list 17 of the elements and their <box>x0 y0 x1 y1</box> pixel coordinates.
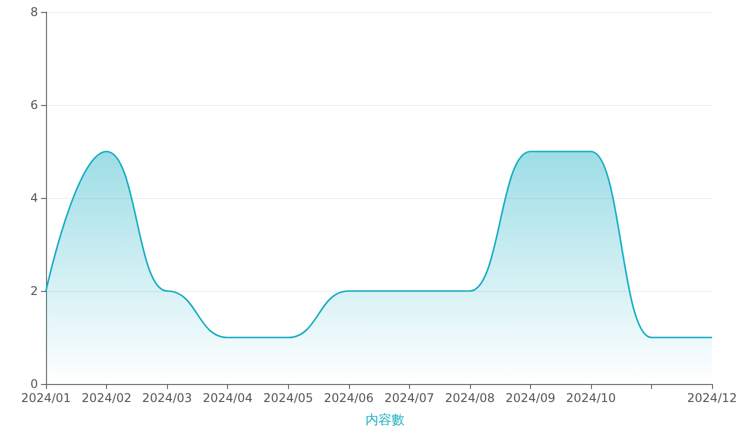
y-tick-label: 6 <box>30 98 38 112</box>
y-tick-label: 4 <box>30 191 38 205</box>
x-tick-label: 2024/07 <box>384 391 434 405</box>
x-tick-label: 2024/09 <box>505 391 556 405</box>
text: 内容數 <box>366 412 404 428</box>
x-tick-label: 2024/02 <box>82 391 132 405</box>
x-tick-label: 2024/10 <box>566 391 616 405</box>
x-tick-label: 2024/05 <box>263 391 314 405</box>
x-tick-label: 2024/06 <box>324 391 374 405</box>
y-tick-label: 0 <box>30 377 38 391</box>
x-tick-label: 2024/08 <box>444 391 495 405</box>
y-tick-label: 8 <box>30 5 38 19</box>
x-tick-label: 2024/03 <box>142 391 192 405</box>
x-tick-label: 2024/04 <box>202 391 253 405</box>
x-tick-label: 2024/01 <box>21 391 71 405</box>
y-tick-label: 2 <box>30 284 38 298</box>
x-tick-label: 2024/12 <box>687 391 738 405</box>
